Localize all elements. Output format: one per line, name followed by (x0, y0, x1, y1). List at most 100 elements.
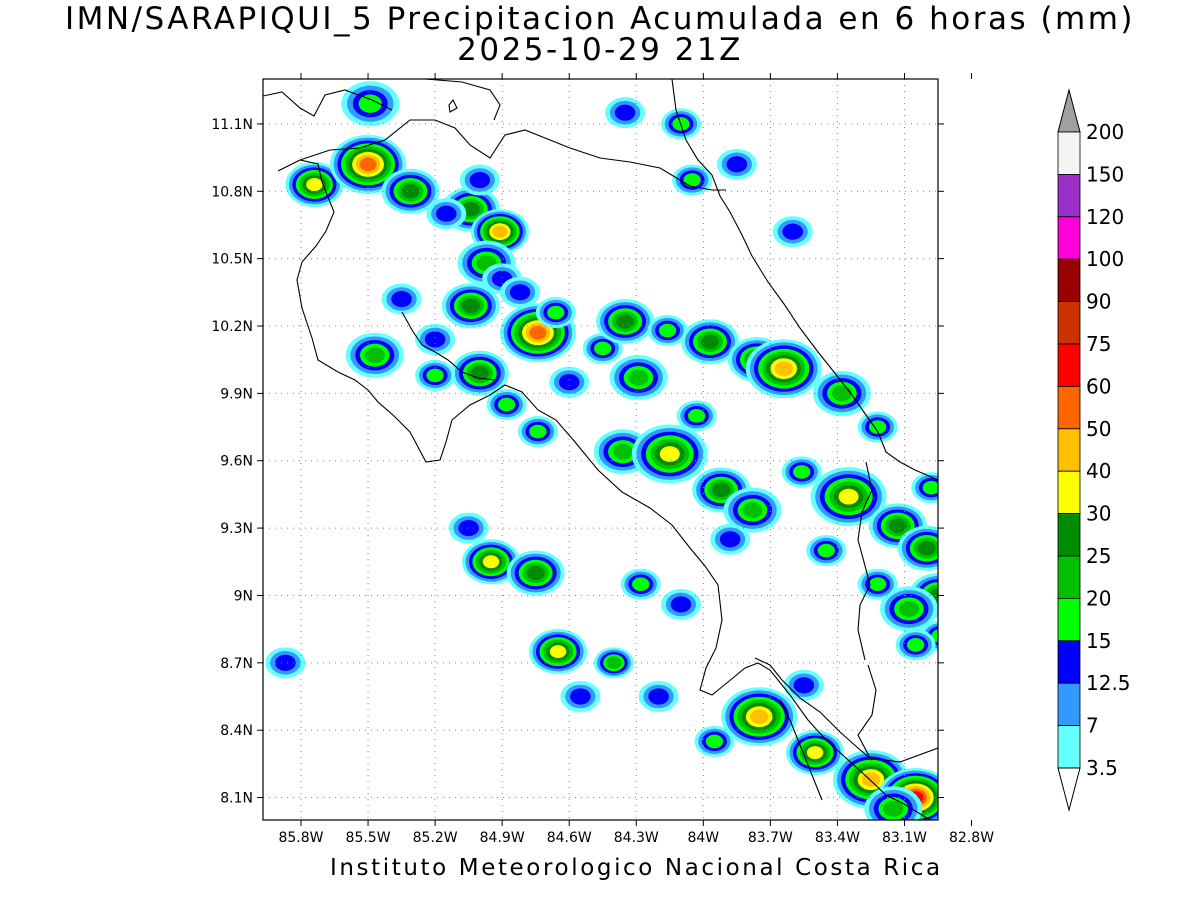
precip-contour (774, 361, 793, 376)
precip-contour (701, 334, 720, 349)
precip-cell (605, 97, 646, 129)
colorbar-label: 3.5 (1086, 756, 1118, 780)
precip-contour (659, 446, 680, 462)
precip-cell (593, 647, 634, 679)
precip-contour (469, 171, 491, 189)
lat-tick-label: 10.2N (211, 319, 253, 335)
colorbar-label: 20 (1086, 586, 1111, 610)
precip-cell (285, 162, 344, 208)
precip-cell (676, 400, 717, 432)
precip-cell (345, 332, 404, 378)
costarica-panama-border (857, 461, 873, 661)
precip-cell (864, 786, 923, 820)
precip-contour (658, 323, 677, 338)
colorbar: 200 150 120 100 90 75 60 50 40 30 25 20 15 12.5 7 3.5 (1057, 88, 1131, 812)
precip-contour (670, 596, 692, 613)
precip-cell (415, 359, 456, 391)
precip-cell (857, 411, 898, 443)
precip-contour (792, 465, 811, 479)
precip-contour (782, 223, 804, 240)
precip-cell (681, 319, 740, 365)
precip-cell (638, 681, 679, 712)
precip-cell (772, 216, 813, 248)
lon-tick-label: 84.6W (547, 830, 592, 846)
precip-cell (549, 366, 590, 398)
precip-cell (857, 568, 898, 600)
precip-contour (868, 420, 887, 434)
lon-tick-label: 85.2W (413, 830, 458, 846)
precip-contour (648, 688, 669, 705)
precip-contour (888, 518, 907, 533)
precip-cell (517, 416, 558, 448)
precip-contour (817, 543, 835, 558)
institution-footer: Instituto Meteorologico Nacional Costa R… (330, 855, 943, 881)
lon-tick-label: 83.4W (815, 830, 860, 846)
colorbar-swatch (1057, 598, 1081, 642)
precip-contour (275, 654, 296, 671)
small-island (448, 98, 458, 113)
gulf-of-nicoya-shore (401, 311, 496, 381)
colorbar-label: 60 (1086, 374, 1111, 398)
colorbar-bottom-arrow (1057, 767, 1081, 812)
precip-contour (806, 746, 824, 760)
precip-cell (609, 355, 668, 401)
precip-cell (631, 424, 708, 484)
precip-cell (506, 550, 565, 596)
precip-cell (781, 456, 822, 488)
precip-contour (917, 541, 936, 556)
precip-cell (620, 568, 661, 600)
precip-contour (616, 314, 635, 329)
precip-contour (742, 502, 763, 519)
colorbar-swatch (1057, 385, 1081, 430)
axis-ticks: 11.1N 10.8N 10.5N 10.2N 9.9N 9.6N 9.3N 9N 8.7N 8.… (211, 73, 994, 846)
precip-contour (435, 205, 457, 222)
precip-contour (705, 734, 724, 749)
caribbean-coastline (671, 79, 938, 481)
precip-contour (952, 535, 992, 566)
precip-cell (461, 539, 520, 585)
lon-tick-label: 82.8W (949, 830, 994, 846)
lake-nicaragua-shore (263, 89, 393, 117)
lat-tick-label: 10.8N (211, 184, 253, 200)
precip-contour (570, 688, 591, 705)
precip-contour (612, 443, 633, 460)
precip-contour (922, 480, 938, 495)
colorbar-label: 200 (1086, 120, 1124, 144)
precip-contour (306, 178, 323, 192)
precip-cell (911, 472, 938, 504)
precip-contour (426, 368, 444, 383)
colorbar-label: 90 (1086, 290, 1111, 314)
precip-contour (606, 656, 622, 669)
precip-cell (470, 209, 529, 255)
lat-tick-label: 11.1N (211, 117, 253, 133)
precip-contour (461, 298, 480, 313)
precip-cell (716, 148, 757, 180)
lon-tick-label: 83.7W (748, 830, 793, 846)
precip-contour (719, 531, 741, 548)
precip-contour (391, 290, 412, 308)
map-title: IMN/SARAPIQUI_5 Precipitacion Acumulada … (64, 1, 1136, 37)
precip-contour (951, 504, 983, 529)
precip-cell (806, 535, 847, 567)
precip-cell (832, 750, 909, 810)
precip-contour (549, 645, 567, 659)
colorbar-swatch (1057, 258, 1081, 303)
precip-contour (831, 385, 852, 402)
precip-cell (810, 467, 887, 527)
lat-tick-label: 9.9N (220, 386, 253, 402)
precip-contour (482, 555, 500, 569)
precip-cell (560, 681, 601, 712)
precip-cell (341, 81, 400, 127)
precip-cell (895, 629, 936, 661)
precip-contour (364, 347, 385, 364)
precip-contour (401, 184, 420, 199)
colorbar-swatch (1057, 301, 1081, 345)
colorbar-swatch (1057, 131, 1081, 175)
precip-cell (529, 629, 588, 675)
coastline-borders (263, 79, 938, 820)
precip-contour (492, 225, 508, 238)
colorbar-swatch (1057, 640, 1081, 684)
colorbar-swatch (1057, 216, 1081, 260)
colorbar-swatch (1057, 725, 1081, 769)
